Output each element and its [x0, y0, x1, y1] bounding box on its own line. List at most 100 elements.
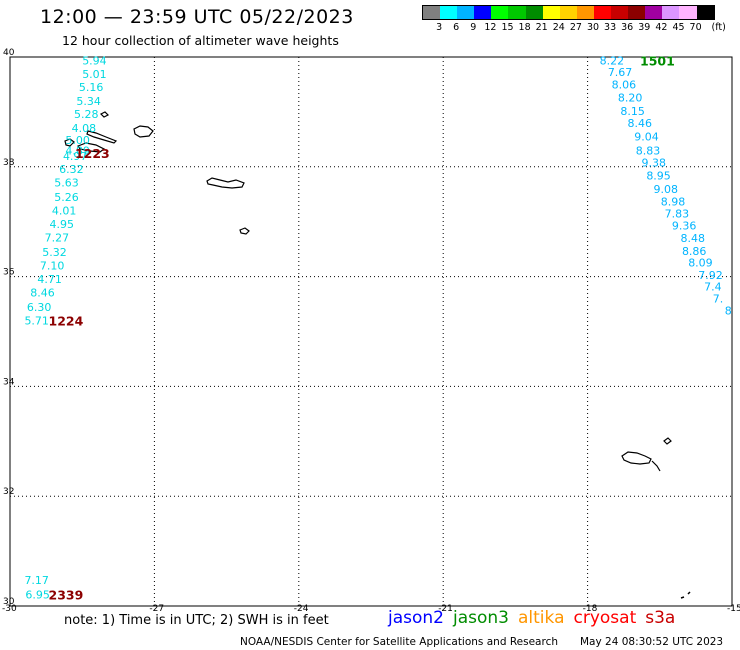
- legend-swatch: [559, 6, 577, 19]
- wave-height-label: 8.22: [600, 54, 625, 67]
- legend-tick-label: 39: [638, 22, 651, 33]
- legend-unit: (ft): [711, 22, 726, 33]
- wave-height-label: 6.32: [59, 163, 84, 176]
- wave-height-label: 8.46: [30, 287, 55, 300]
- legend-tick-label: 6: [453, 22, 460, 33]
- map-subtitle: 12 hour collection of altimeter wave hei…: [62, 33, 339, 48]
- map-grid: -30 -27 -24 -21 -18 -15 40 38 36 34 32 30: [2, 48, 740, 614]
- longitude-tick-label: -24: [294, 604, 309, 614]
- generated-timestamp: May 24 08:30:52 UTC 2023: [580, 636, 724, 648]
- legend-swatch: [576, 6, 594, 19]
- wave-height-label: 8.15: [620, 105, 645, 118]
- latitude-tick-label: 36: [3, 268, 15, 278]
- wave-height-label: 9.08: [654, 183, 679, 196]
- wave-height-label: 8.06: [612, 78, 637, 91]
- island-flores: [99, 111, 110, 118]
- legend-swatch: [525, 6, 543, 19]
- wave-height-label: 5.26: [54, 191, 79, 204]
- wave-height-label: 8: [725, 305, 732, 318]
- longitude-tick-label: -15: [727, 604, 740, 614]
- wave-height-label: 5.63: [54, 177, 79, 190]
- wave-height-label: 7.27: [45, 232, 70, 245]
- legend-color-bar: [422, 5, 715, 20]
- island-faial: [64, 138, 75, 147]
- legend-tick-label: 21: [535, 22, 548, 33]
- mission-label-cryosat: cryosat: [573, 608, 637, 628]
- legend-swatch: [628, 6, 646, 19]
- legend-tick-label: 9: [470, 22, 477, 33]
- wave-height-label: 5.32: [42, 246, 66, 259]
- wave-height-label: 8.98: [661, 195, 686, 208]
- wave-height-label: 6.30: [27, 301, 51, 314]
- wave-height-label: 7.92: [698, 269, 723, 282]
- latitude-tick-label: 34: [3, 377, 15, 387]
- legend-swatch: [542, 6, 560, 19]
- time-marker: 1224: [49, 314, 84, 329]
- legend-swatch: [679, 6, 697, 19]
- track-labels: 5.945.015.165.345.284.085.004.894.976.32…: [24, 53, 731, 602]
- wave-height-label: 5.01: [82, 68, 107, 81]
- longitude-tick-label: -27: [149, 604, 164, 614]
- island-porto-santo: [663, 437, 672, 445]
- islands: [64, 111, 691, 599]
- wave-height-label: 7.10: [40, 260, 65, 273]
- wave-height-label: 7.67: [608, 66, 633, 79]
- longitude-tick-label: -30: [2, 604, 17, 614]
- legend-swatch: [508, 6, 526, 19]
- legend-swatch: [457, 6, 475, 19]
- legend-tick-label: 70: [689, 22, 702, 33]
- wave-height-label: 5.28: [74, 108, 99, 121]
- wave-height-label: 8.83: [636, 144, 661, 157]
- wave-height-label: 4.89: [65, 144, 90, 157]
- wave-height-label: 5.16: [79, 81, 104, 94]
- longitude-tick-label: -18: [583, 604, 598, 614]
- wave-height-label: 5.34: [76, 95, 101, 108]
- wave-height-label: 4.01: [52, 205, 77, 218]
- time-marker: 1501: [640, 53, 675, 68]
- map-title: 12:00 — 23:59 UTC 05/22/2023: [40, 6, 354, 28]
- legend-swatch: [645, 6, 663, 19]
- wave-height-label: 7.4: [704, 280, 722, 293]
- legend-swatch: [662, 6, 680, 19]
- credit-line: NOAA/NESDIS Center for Satellite Applica…: [240, 636, 558, 648]
- footnote: note: 1) Time is in UTC; 2) SWH is in fe…: [64, 613, 329, 628]
- legend-tick-label: 33: [604, 22, 617, 33]
- wave-height-label: 8.09: [688, 256, 713, 269]
- wave-height-label: 5.00: [65, 134, 90, 147]
- mission-label-jason3: jason3: [453, 608, 509, 628]
- legend-swatch: [696, 6, 714, 19]
- wave-height-label: 5.71: [24, 315, 49, 328]
- wave-height-legend: 3 6 9 12 15 18 21 24 27 30 33 36 39 42 45 70 (ft): [422, 5, 726, 34]
- longitude-tick-label: -21: [438, 604, 453, 614]
- wave-height-label: 7.83: [665, 207, 690, 220]
- latitude-tick-label: 30: [3, 597, 15, 607]
- wave-height-label: 6.95: [25, 588, 49, 601]
- wave-height-label: 5.94: [82, 54, 107, 67]
- legend-tick-label: 30: [586, 22, 600, 33]
- legend-tick-label: 45: [672, 22, 685, 33]
- wave-height-label: 8.48: [680, 232, 705, 245]
- island-selvagens: [680, 591, 691, 599]
- wave-height-label: 8.95: [646, 170, 671, 183]
- legend-tick-label: 36: [621, 22, 634, 33]
- legend-tick-label: 12: [484, 22, 497, 33]
- legend-swatch: [593, 6, 612, 19]
- latitude-tick-label: 40: [3, 48, 15, 58]
- island-desertas: [651, 460, 661, 472]
- wave-height-label: 9.04: [634, 131, 659, 144]
- island-pico: [77, 142, 106, 153]
- time-marker: 2339: [49, 587, 84, 602]
- legend-swatch: [611, 6, 629, 19]
- wave-height-label: 8.20: [618, 92, 643, 105]
- legend-tick-label: 3: [436, 22, 443, 33]
- legend-tick-label: 27: [569, 22, 582, 33]
- legend-tick-label: 15: [501, 22, 514, 33]
- mission-label-altika: altika: [518, 608, 565, 628]
- wave-height-label: 8.46: [628, 117, 653, 130]
- island-terceira: [133, 125, 154, 138]
- mission-label-jason2: jason2: [388, 608, 444, 628]
- legend-swatch: [491, 6, 509, 19]
- legend-tick-label: 18: [518, 22, 531, 33]
- legend-swatch: [440, 6, 458, 19]
